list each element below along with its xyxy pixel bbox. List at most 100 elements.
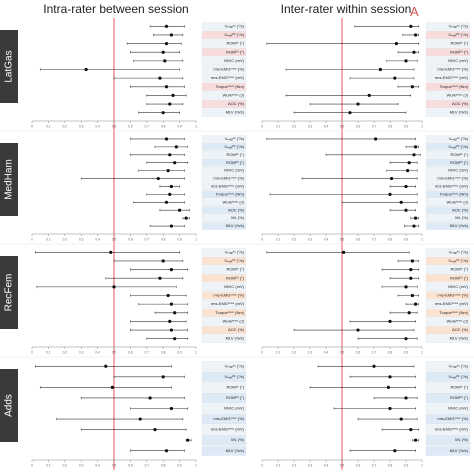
row-label-box xyxy=(201,91,247,100)
row-label: MLV (%/s) xyxy=(226,448,245,453)
point-estimate-inter xyxy=(410,293,414,298)
point-estimate-intra xyxy=(169,328,173,332)
row-label: Workᵐˣᵛᶜ (J) xyxy=(223,318,245,323)
row-label-box xyxy=(201,100,247,109)
x-tick-label: 0.5 xyxy=(340,238,345,242)
x-tick-label: 0.2 xyxy=(63,238,68,242)
row-label: Torqueᵐˣᵛᶜ (Nm) xyxy=(439,191,468,196)
point-estimate-inter xyxy=(356,328,360,332)
row-label: MLV (%/s) xyxy=(450,110,469,115)
point-estimate-intra xyxy=(158,276,162,280)
row-label: MVIC (mV) xyxy=(448,168,468,173)
x-tick-label: 0.6 xyxy=(128,238,133,242)
point-estimate-intra xyxy=(171,93,175,98)
row-label-box xyxy=(201,222,247,230)
row-label-box xyxy=(201,424,247,435)
row-label-box xyxy=(425,22,471,31)
row-label-box xyxy=(201,159,247,167)
point-estimate-intra xyxy=(161,50,165,54)
point-estimate-inter xyxy=(356,102,360,106)
x-tick-label: 0.9 xyxy=(177,351,182,355)
row-label: ROMᵁˡᵗ (°) xyxy=(450,395,469,400)
row-label-box xyxy=(425,308,471,317)
x-tick-label: 0.8 xyxy=(161,238,166,242)
row-label: MVIC (mV) xyxy=(448,284,468,289)
muscle-label-box xyxy=(0,369,18,442)
x-tick-label: 0.8 xyxy=(388,125,393,129)
row-label-box xyxy=(425,291,471,300)
point-estimate-intra xyxy=(161,111,165,115)
x-tick-label: 0.7 xyxy=(372,351,377,355)
point-estimate-inter xyxy=(414,216,418,220)
row-label: ROMᵉˣ (°) xyxy=(226,384,244,389)
x-tick-label: 0.9 xyxy=(404,238,409,242)
point-estimate-intra xyxy=(168,102,172,106)
x-tick-label: 0.4 xyxy=(95,238,100,242)
row-label: Workᵐˣᵛᶜ (J) xyxy=(447,318,469,323)
point-estimate-inter xyxy=(404,184,408,189)
row-label-box xyxy=(425,265,471,274)
point-estimate-inter xyxy=(342,250,346,254)
row-label: MLV (%/s) xyxy=(226,110,245,115)
x-tick-label: 0.3 xyxy=(308,238,313,242)
x-tick-label: 0.5 xyxy=(340,125,345,129)
muscle-label-box xyxy=(0,256,18,329)
row-label: Vₘₐₓᵉˣ (°/s) xyxy=(225,363,245,368)
x-tick-label: 0.5 xyxy=(340,464,345,468)
column-title-intra-rater: Intra-rater between session xyxy=(43,2,188,16)
row-label-box xyxy=(425,371,471,382)
row-label: ROMᵁˡᵗ (°) xyxy=(226,160,245,165)
row-label-box xyxy=(425,248,471,257)
panel-annotation: A xyxy=(410,4,419,19)
point-estimate-inter xyxy=(394,41,398,46)
row-label-box xyxy=(425,282,471,291)
x-tick-label: 0.3 xyxy=(79,464,84,468)
x-tick-label: 0.1 xyxy=(276,125,281,129)
row-label: rms-EMGᵐˣᵛᶜ (%) xyxy=(437,176,468,181)
row-label: ROMᵉˣ (°) xyxy=(450,152,468,157)
row-label: MLV (%/s) xyxy=(450,448,469,453)
point-estimate-inter xyxy=(388,406,392,411)
row-label: MLV (%/s) xyxy=(226,336,245,341)
row-label-box xyxy=(201,265,247,274)
point-estimate-intra xyxy=(110,385,114,389)
x-tick-label: 0.9 xyxy=(404,464,409,468)
point-estimate-inter xyxy=(348,111,352,115)
row-label-box xyxy=(201,282,247,291)
row-label-box xyxy=(425,65,471,74)
x-tick-label: 0.8 xyxy=(388,351,393,355)
x-tick-label: 0.1 xyxy=(276,351,281,355)
row-label: Workᵐˣᵛᶜ (J) xyxy=(447,199,469,204)
row-label-box xyxy=(425,100,471,109)
point-estimate-inter xyxy=(406,169,410,173)
point-estimate-inter xyxy=(388,319,392,324)
row-label-box xyxy=(201,326,247,335)
row-label-box xyxy=(425,108,471,117)
x-tick-label: 0.9 xyxy=(177,125,182,129)
row-label: ROMᵉˣ (°) xyxy=(450,384,468,389)
x-tick-label: 0.4 xyxy=(324,125,329,129)
point-estimate-intra xyxy=(148,396,152,400)
point-estimate-inter xyxy=(393,76,397,80)
x-tick-label: 0 xyxy=(261,464,263,468)
point-estimate-intra xyxy=(138,417,142,421)
row-label: ML (%) xyxy=(455,437,468,442)
point-estimate-inter xyxy=(404,396,408,400)
point-estimate-inter xyxy=(404,208,408,212)
x-tick-label: 0.7 xyxy=(145,125,150,129)
row-label: Torqueᵐˣᵛᶜ (Nm) xyxy=(215,310,244,315)
row-label: ROMᵁˡᵗ (°) xyxy=(226,395,245,400)
row-label-box xyxy=(425,174,471,183)
row-label-box xyxy=(425,190,471,198)
point-estimate-intra xyxy=(178,208,182,212)
point-estimate-intra xyxy=(186,438,190,442)
x-tick-label: 1 xyxy=(421,351,423,355)
muscle-label: MedHam xyxy=(4,159,15,200)
row-label: Vₘₐₓᵁˡᵗ (°/s) xyxy=(448,144,468,149)
x-tick-label: 0.6 xyxy=(356,125,361,129)
x-tick-label: 0.7 xyxy=(372,125,377,129)
x-tick-label: 0 xyxy=(31,125,33,129)
row-label: rms-EMGᵐˣᵛᶜ (mV) xyxy=(435,427,469,432)
row-label: Vₘₐₓᵁˡᵗ (°/s) xyxy=(448,374,468,379)
